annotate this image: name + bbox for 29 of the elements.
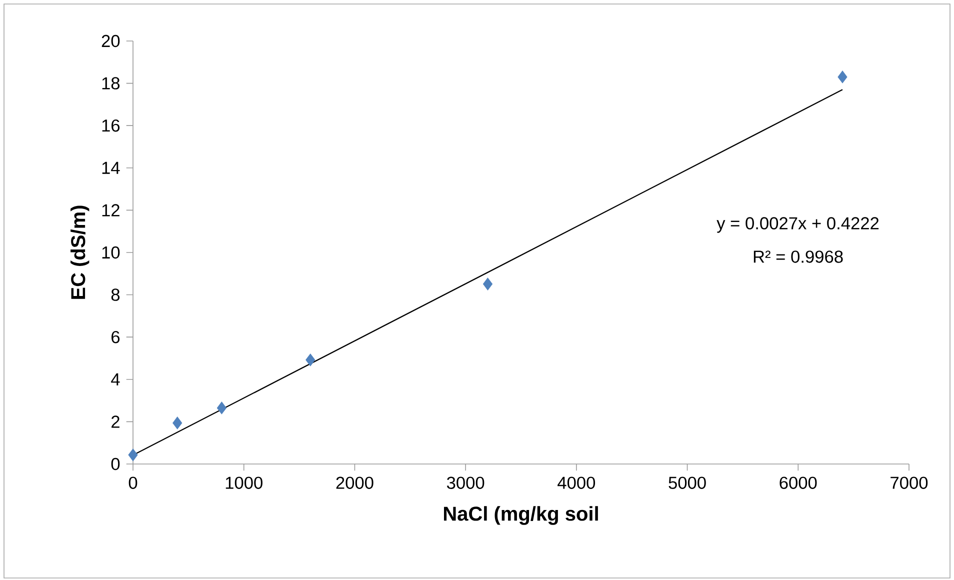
point (838, 70, 848, 84)
y-tick-label: 8 (111, 288, 120, 301)
y-tick-label: 20 (102, 34, 120, 48)
point (482, 278, 493, 290)
y-tick-label: 4 (111, 373, 120, 386)
x-tick-label: 2000 (336, 476, 374, 489)
x-tick-label: 4000 (558, 476, 596, 489)
point (216, 402, 226, 414)
y-tick-label: 12 (102, 204, 120, 216)
x-axis-title: NaCl (mg/kg soil (444, 506, 598, 525)
y-tick-label: 10 (102, 246, 120, 259)
point (172, 416, 182, 430)
y-tick-label: 14 (102, 162, 120, 174)
x-tick-label: 0 (128, 476, 138, 489)
x-tick-label: 1000 (226, 476, 262, 489)
y-axis-title: EC (dS/m) (70, 206, 90, 299)
y-tick-label: 0 (111, 458, 120, 470)
x-tick-label: 7000 (890, 476, 928, 489)
x-tick-label: 6000 (780, 476, 817, 489)
y-tick-label: 16 (102, 119, 120, 132)
annotation: R² = 0.9968 (754, 250, 843, 263)
x-tick-label: 5000 (668, 476, 706, 489)
point (128, 448, 138, 462)
y-tick-label: 2 (112, 416, 120, 428)
point (306, 354, 316, 366)
annotation: y = 0.0027x + 0.4222 (716, 217, 879, 233)
y-tick-label: 18 (102, 77, 120, 90)
x-tick-label: 3000 (446, 476, 484, 489)
y-tick-label: 6 (112, 330, 120, 344)
